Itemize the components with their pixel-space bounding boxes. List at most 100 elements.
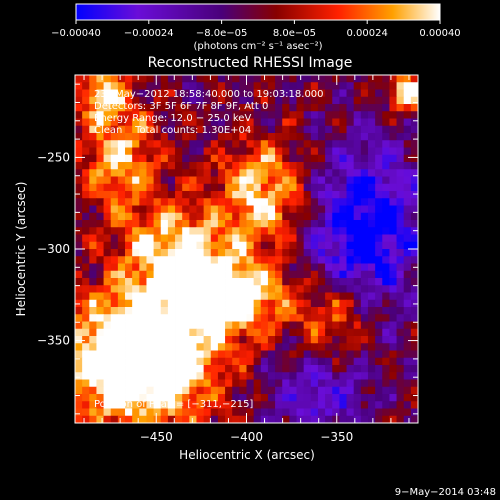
heatmap-cell bbox=[189, 133, 197, 141]
heatmap-cell bbox=[296, 169, 305, 177]
heatmap-cell bbox=[196, 183, 205, 192]
heatmap-cell bbox=[167, 350, 176, 359]
heatmap-cell bbox=[153, 408, 162, 417]
heatmap-cell bbox=[360, 401, 369, 409]
heatmap-cell bbox=[346, 408, 355, 417]
heatmap-cell bbox=[125, 75, 133, 83]
heatmap-cell bbox=[296, 328, 305, 337]
heatmap-cell bbox=[246, 292, 255, 301]
heatmap-cell bbox=[303, 234, 312, 243]
heatmap-cell bbox=[303, 336, 312, 344]
heatmap-cell bbox=[282, 162, 290, 170]
heatmap-cell bbox=[339, 183, 347, 192]
heatmap-cell bbox=[317, 299, 326, 308]
heatmap-cell bbox=[346, 205, 355, 214]
heatmap-cell bbox=[375, 328, 383, 337]
heatmap-cell bbox=[225, 111, 233, 119]
heatmap-cell bbox=[317, 104, 326, 112]
heatmap-cell bbox=[175, 278, 183, 286]
heatmap-cell bbox=[96, 314, 104, 322]
heatmap-cell bbox=[325, 350, 333, 359]
heatmap-cell bbox=[282, 408, 290, 417]
heatmap-cell bbox=[332, 350, 340, 359]
heatmap-cell bbox=[217, 328, 226, 337]
heatmap-cell bbox=[189, 299, 197, 308]
heatmap-cell bbox=[175, 162, 183, 170]
heatmap-cell bbox=[189, 118, 197, 127]
heatmap-cell bbox=[110, 299, 119, 308]
heatmap-cell bbox=[332, 241, 340, 250]
heatmap-cell bbox=[132, 212, 140, 221]
heatmap-cell bbox=[139, 249, 147, 257]
heatmap-cell bbox=[139, 125, 147, 134]
heatmap-cell bbox=[375, 372, 383, 380]
heatmap-cell bbox=[153, 357, 162, 366]
heatmap-cell bbox=[239, 379, 247, 388]
heatmap-cell bbox=[403, 133, 412, 141]
heatmap-cell bbox=[167, 104, 176, 112]
heatmap-cell bbox=[403, 154, 412, 163]
colorbar-gradient bbox=[76, 4, 440, 20]
heatmap-cell bbox=[110, 96, 119, 105]
heatmap-cell bbox=[339, 379, 347, 388]
heatmap-cell bbox=[275, 154, 283, 163]
heatmap-cell bbox=[132, 299, 140, 308]
heatmap-cell bbox=[203, 89, 212, 98]
heatmap-cell bbox=[253, 227, 262, 235]
heatmap-cell bbox=[153, 133, 162, 141]
heatmap-cell bbox=[132, 415, 140, 424]
heatmap-cell bbox=[182, 234, 190, 243]
heatmap-cell bbox=[160, 162, 169, 170]
heatmap-cell bbox=[217, 89, 226, 98]
heatmap-cell bbox=[282, 256, 290, 264]
heatmap-cell bbox=[89, 176, 97, 185]
heatmap-cell bbox=[253, 162, 262, 170]
heatmap-cell bbox=[139, 234, 147, 243]
heatmap-cell bbox=[353, 205, 362, 214]
heatmap-cell bbox=[160, 365, 169, 373]
heatmap-cell bbox=[103, 75, 112, 83]
heatmap-cell bbox=[89, 111, 97, 119]
heatmap-cell bbox=[182, 336, 190, 344]
heatmap-cell bbox=[389, 263, 397, 272]
heatmap-cell bbox=[110, 241, 119, 250]
heatmap-cell bbox=[275, 343, 283, 351]
heatmap-cell bbox=[217, 176, 226, 185]
heatmap-cell bbox=[346, 278, 355, 286]
heatmap-cell bbox=[246, 307, 255, 315]
heatmap-cell bbox=[339, 328, 347, 337]
heatmap-cell bbox=[82, 154, 90, 163]
heatmap-cell bbox=[239, 140, 247, 148]
heatmap-cell bbox=[232, 176, 240, 185]
heatmap-cell bbox=[132, 147, 140, 156]
heatmap-cell bbox=[225, 140, 233, 148]
heatmap-cell bbox=[317, 336, 326, 344]
heatmap-cell bbox=[182, 343, 190, 351]
heatmap-cell bbox=[339, 104, 347, 112]
heatmap-cell bbox=[203, 176, 212, 185]
heatmap-cell bbox=[153, 379, 162, 388]
heatmap-cell bbox=[289, 198, 297, 206]
heatmap-cell bbox=[367, 169, 376, 177]
heatmap-cell bbox=[382, 133, 390, 141]
heatmap-cell bbox=[367, 96, 376, 105]
heatmap-cell bbox=[232, 89, 240, 98]
heatmap-cell bbox=[367, 307, 376, 315]
heatmap-cell bbox=[267, 133, 276, 141]
heatmap-cell bbox=[389, 111, 397, 119]
heatmap-cell bbox=[182, 241, 190, 250]
heatmap-cell bbox=[346, 191, 355, 199]
heatmap-cell bbox=[160, 111, 169, 119]
heatmap-cell bbox=[375, 299, 383, 308]
heatmap-cell bbox=[253, 82, 262, 90]
heatmap-cell bbox=[332, 162, 340, 170]
heatmap-cell bbox=[296, 372, 305, 380]
heatmap-cell bbox=[153, 321, 162, 330]
heatmap-cell bbox=[232, 205, 240, 214]
heatmap-cell bbox=[125, 227, 133, 235]
heatmap-cell bbox=[303, 198, 312, 206]
heatmap-cell bbox=[182, 183, 190, 192]
heatmap-cell bbox=[117, 227, 126, 235]
heatmap-cell bbox=[82, 241, 90, 250]
heatmap-cell bbox=[103, 198, 112, 206]
